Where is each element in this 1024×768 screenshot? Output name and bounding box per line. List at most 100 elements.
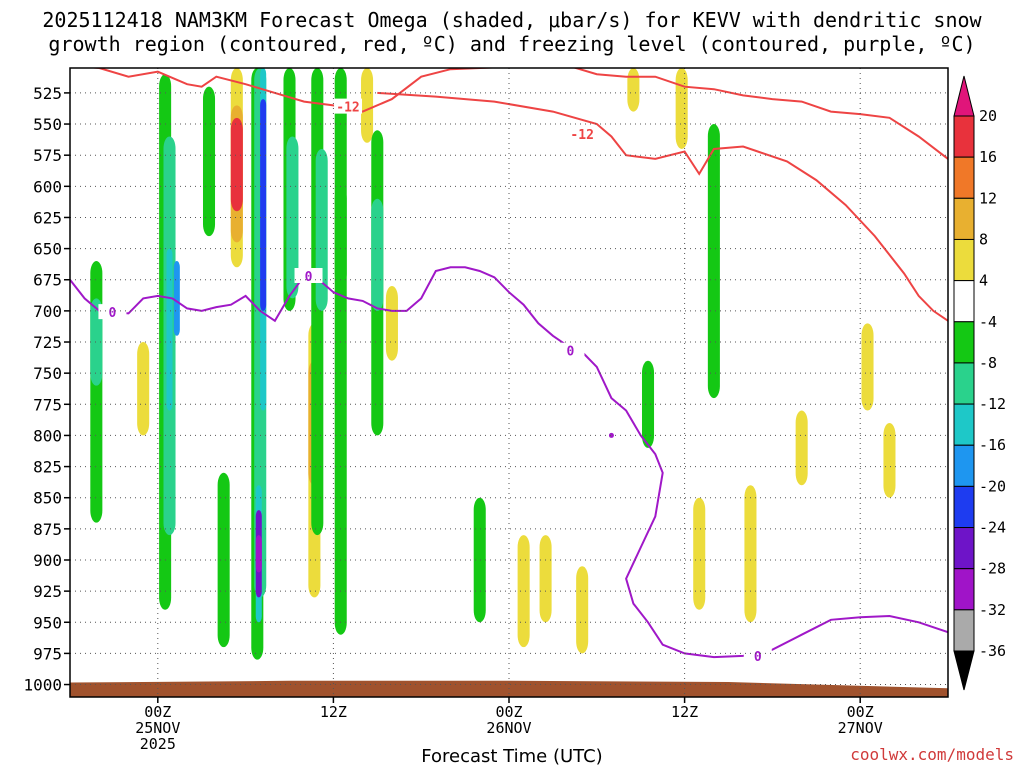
omega-shaded-cell [627, 68, 640, 112]
y-tick-label: 700 [33, 302, 62, 321]
y-tick-label: 750 [33, 364, 62, 383]
y-tick-label: 850 [33, 489, 62, 508]
omega-shaded-cell [641, 360, 655, 448]
omega-shaded-cell [744, 485, 757, 623]
dgz-label-bg [568, 126, 597, 142]
omega-shaded-cell [217, 472, 230, 648]
colorbar-band [953, 362, 975, 405]
colorbar-band [953, 485, 975, 529]
dgz-contour-upper [87, 68, 948, 160]
omega-shaded-cell [255, 535, 262, 573]
omega-shaded-cell [517, 535, 530, 648]
colorbar-band [953, 156, 975, 199]
colorbar-label: 16 [979, 148, 997, 166]
y-tick-label: 625 [33, 208, 62, 227]
omega-shaded-cell [693, 497, 706, 610]
colorbar-bottom-arrow [953, 650, 975, 691]
omega-shaded-cell [286, 136, 299, 299]
colorbar-label: -28 [979, 560, 1006, 578]
x-tick-label: 12Z [320, 703, 347, 721]
y-tick-label: 775 [33, 395, 62, 414]
y-tick-label: 875 [33, 520, 62, 539]
colorbar-label: 12 [979, 189, 997, 207]
omega-shaded-cell [576, 566, 589, 654]
omega-shaded-cell [260, 99, 267, 311]
x-tick-label: 27NOV [838, 719, 883, 737]
colorbar-label: -20 [979, 477, 1006, 495]
y-tick-label: 900 [33, 551, 62, 570]
x-tick-label: 00Z [495, 703, 522, 721]
colorbar-band [953, 609, 975, 652]
y-tick-label: 825 [33, 458, 62, 477]
colorbar-label: 8 [979, 230, 988, 248]
colorbar-band [953, 403, 975, 446]
colorbar-label: 4 [979, 272, 988, 290]
omega-shaded-cell [385, 285, 398, 361]
y-tick-label: 800 [33, 426, 62, 445]
y-tick-label: 650 [33, 240, 62, 259]
colorbar-label: -12 [979, 395, 1006, 413]
freezing-label: 0 [305, 270, 313, 285]
omega-shaded-cell [230, 117, 243, 212]
x-axis-title: Forecast Time (UTC) [421, 746, 603, 767]
colorbar-band [953, 280, 975, 323]
omega-shaded-cell [883, 422, 896, 498]
freezing-label-bg [98, 304, 127, 320]
colorbar-label: -32 [979, 601, 1006, 619]
omega-shaded-cell [861, 323, 874, 411]
omega-shaded-cell [539, 535, 552, 623]
colorbar-band [953, 568, 975, 611]
colorbar-label: 20 [979, 107, 997, 125]
x-tick-label: 25NOV [135, 719, 180, 737]
y-tick-label: 925 [33, 582, 62, 601]
y-tick-label: 575 [33, 146, 62, 165]
shading-layer: -12 -12 0 0 0 0 [70, 68, 948, 697]
omega-shaded-cell [371, 198, 384, 311]
colorbar-label: -16 [979, 436, 1006, 454]
omega-shaded-cell [675, 68, 688, 149]
freezing-label: 0 [109, 306, 117, 321]
x-tick-label: 00Z [847, 703, 874, 721]
colorbar-label: -36 [979, 642, 1006, 660]
colorbar-label: -4 [979, 313, 997, 331]
x-tick-label: 26NOV [486, 719, 531, 737]
colorbar-band [953, 444, 975, 487]
omega-shaded-cell [202, 86, 216, 237]
colorbar: 20 16 12 8 4 -4 -8 -12 -16 -20 -24 -28 -32 -36 [953, 75, 1006, 691]
omega-shaded-cell [361, 68, 374, 143]
dgz-label-bg [334, 98, 363, 114]
y-tick-label: 725 [33, 333, 62, 352]
omega-shaded-cell [795, 410, 808, 486]
dgz-contour-lower [377, 91, 948, 322]
x-tick-label: 2025 [140, 735, 176, 753]
y-tick-label: 550 [33, 115, 62, 134]
y-tick-label: 1000 [23, 676, 62, 695]
omega-shaded-cell [166, 248, 173, 411]
dgz-label: -12 [570, 128, 593, 143]
y-tick-label: 600 [33, 177, 62, 196]
freezing-label-bg [743, 647, 772, 663]
plot-frame [69, 67, 949, 698]
chart-title-line2: growth region (contoured, red, ºC) and f… [48, 32, 976, 56]
dgz-label: -12 [336, 101, 359, 116]
y-tick-label: 675 [33, 271, 62, 290]
freezing-label: 0 [567, 345, 575, 360]
freezing-label: 0 [754, 650, 762, 665]
chart-title-line1: 2025112418 NAM3KM Forecast Omega (shaded… [42, 8, 982, 32]
y-tick-label: 950 [33, 613, 62, 632]
colorbar-band [953, 321, 975, 364]
colorbar-label: -24 [979, 519, 1006, 537]
freezing-level-line [70, 266, 948, 659]
omega-shaded-cell [473, 497, 486, 623]
x-tick-label: 12Z [671, 703, 698, 721]
colorbar-band [953, 238, 975, 282]
omega-shaded-cell [90, 298, 103, 386]
freezing-label-bg [556, 342, 585, 358]
plot-area: -12 -12 0 0 0 0 525 550 575 600 625 650 675 700 725 750… [23, 67, 949, 753]
colorbar-band [953, 527, 975, 570]
colorbar-band [953, 115, 975, 158]
omega-shaded-cell [707, 124, 720, 399]
y-tick-label: 975 [33, 644, 62, 663]
colorbar-label: -8 [979, 354, 997, 372]
